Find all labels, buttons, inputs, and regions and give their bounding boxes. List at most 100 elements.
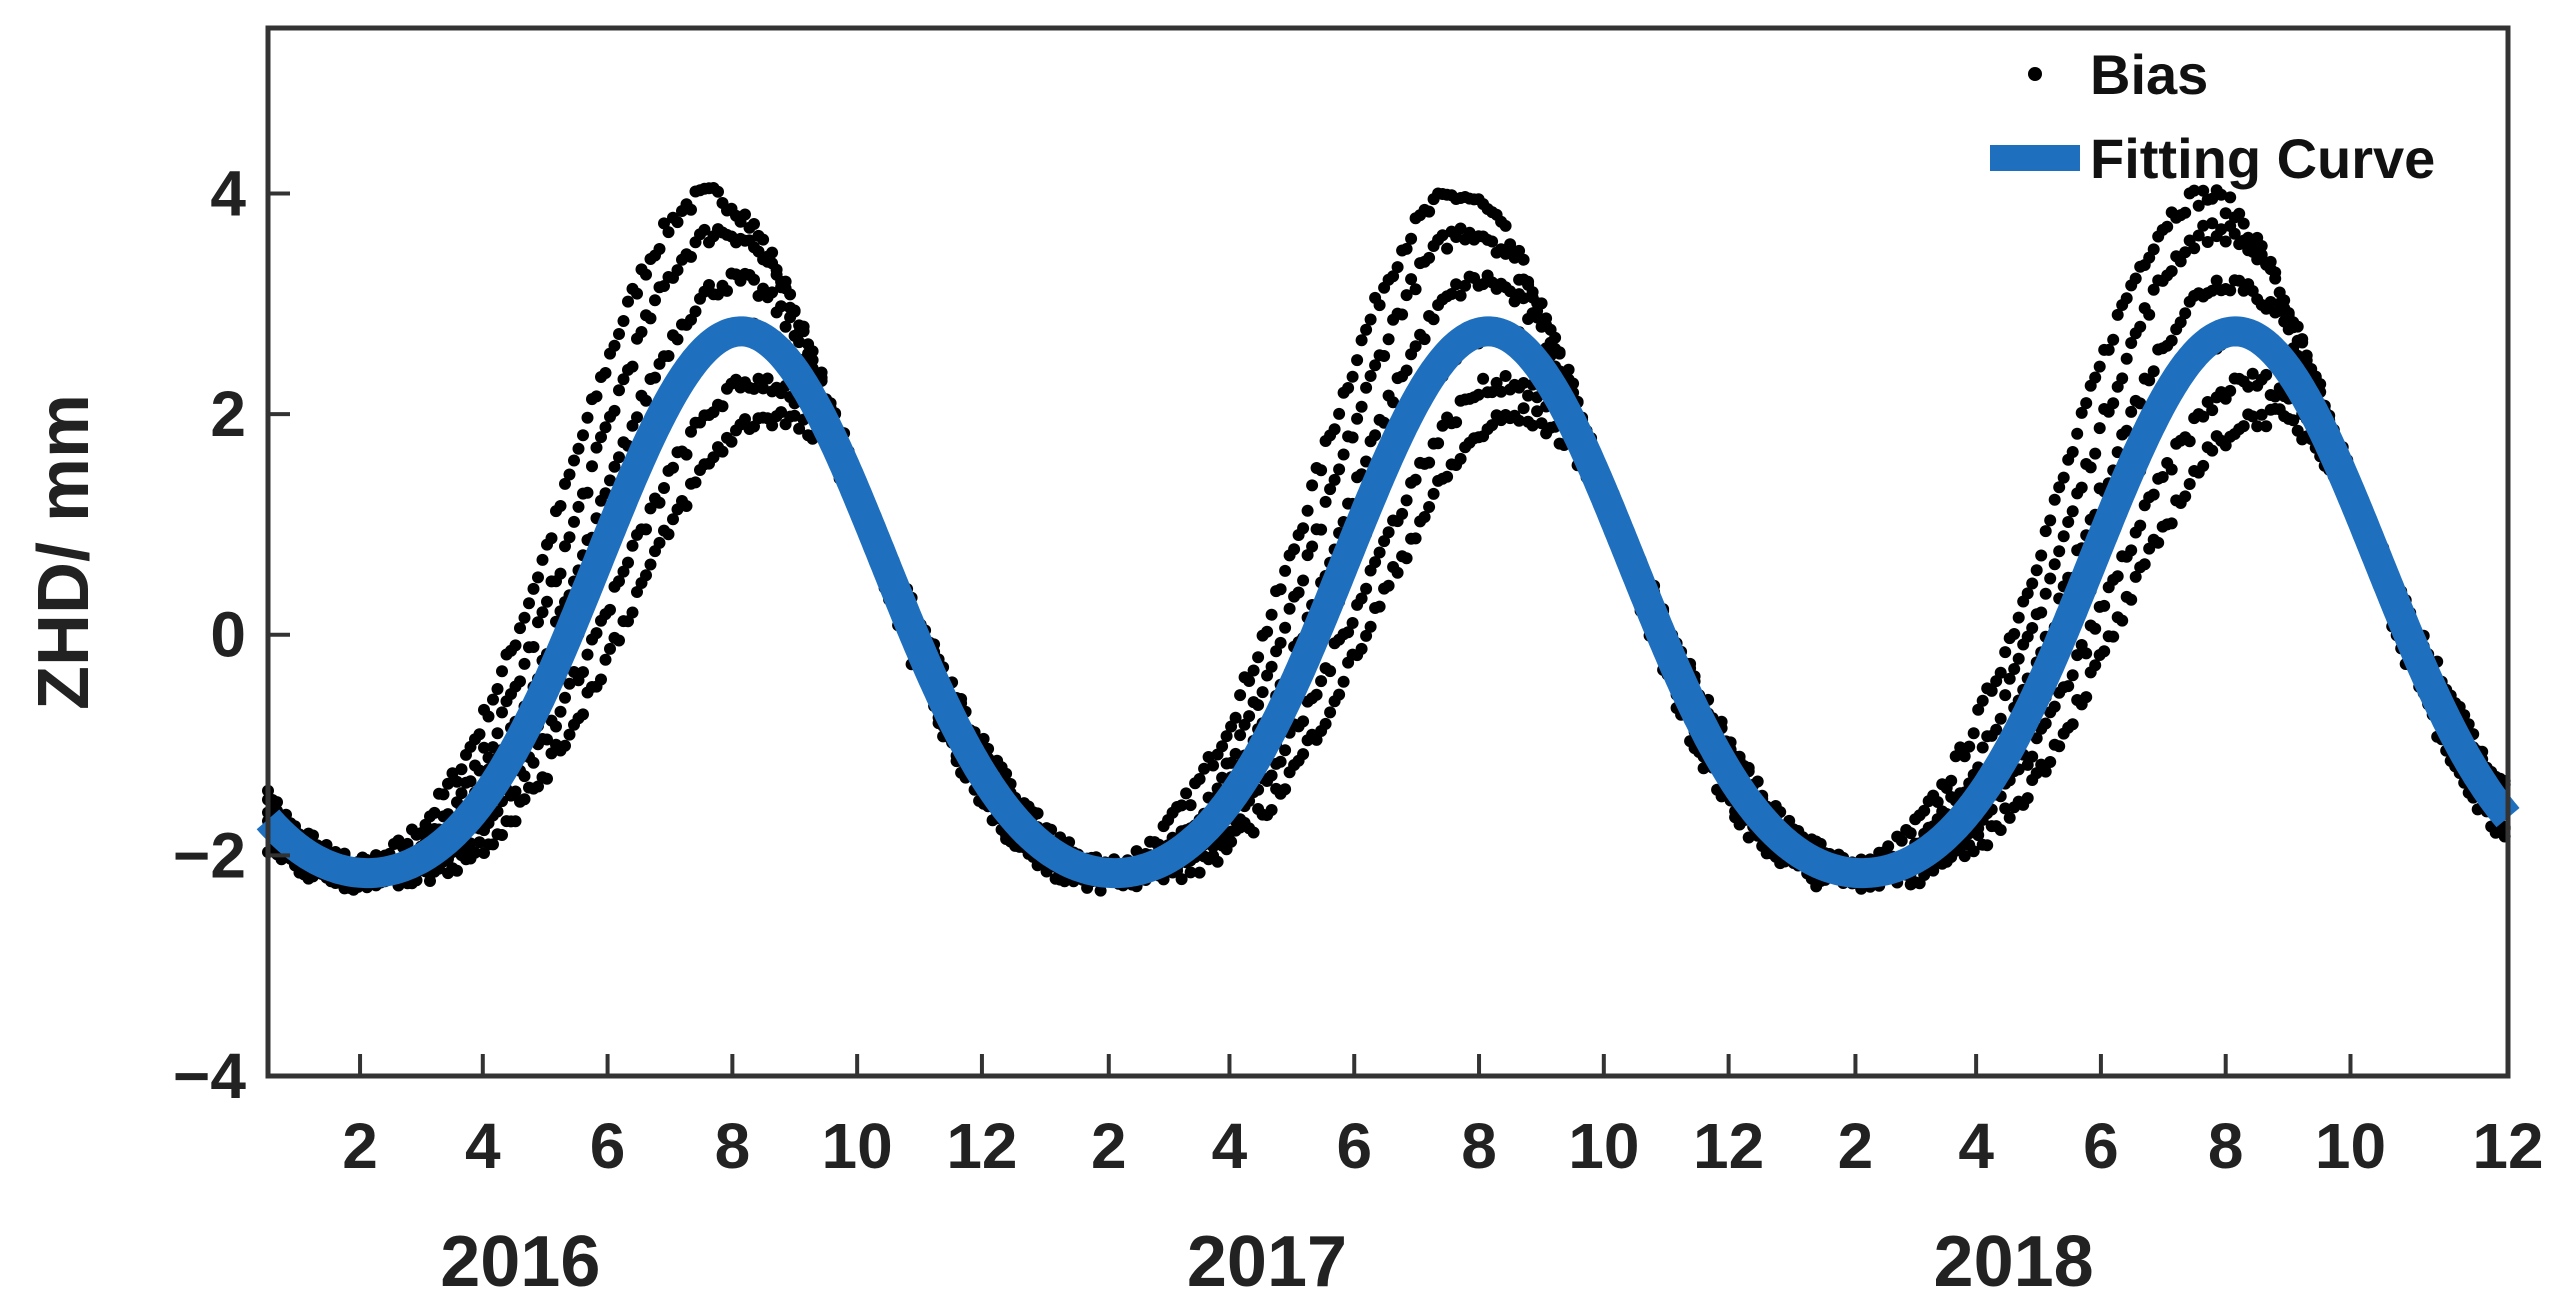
bias-point (1985, 684, 1998, 697)
bias-point (725, 435, 738, 448)
bias-point (536, 606, 549, 619)
x-tick-label: 4 (1212, 1110, 1248, 1182)
bias-point (2026, 577, 2039, 590)
bias-point (577, 429, 589, 442)
bias-point (1535, 320, 1548, 333)
bias-point (1328, 473, 1341, 486)
bias-point (1495, 385, 1508, 398)
bias-point (2075, 406, 2088, 419)
bias-point (2134, 320, 2147, 333)
bias-point (1234, 689, 1247, 702)
bias-point (617, 315, 630, 327)
bias-point (1553, 346, 1566, 359)
bias-point (2062, 516, 2075, 528)
bias-point (644, 558, 657, 571)
bias-point (671, 333, 684, 346)
bias-point (2210, 274, 2223, 287)
bias-point (2044, 756, 2057, 768)
bias-point (2089, 622, 2102, 635)
bias-point (640, 523, 652, 536)
bias-point (1999, 689, 2012, 702)
bias-point (1279, 783, 1292, 796)
bias-point (2066, 718, 2079, 731)
bias-point (1976, 694, 1989, 707)
bias-point (455, 763, 468, 776)
bias-point (613, 328, 625, 340)
bias-point (1454, 222, 1467, 235)
bias-point (523, 597, 535, 610)
bias-point (761, 372, 774, 385)
bias-point (1517, 377, 1530, 389)
bias-point (2174, 316, 2187, 329)
bias-point (1346, 617, 1359, 629)
bias-point (1279, 564, 1292, 577)
bias-point (1265, 769, 1278, 782)
bias-point (2053, 481, 2066, 494)
year-label: 2018 (1934, 1222, 2094, 1302)
bias-point (2147, 283, 2160, 296)
bias-point (797, 325, 810, 338)
bias-point (2192, 199, 2205, 212)
bias-point (572, 500, 585, 513)
bias-point (631, 586, 643, 598)
bias-point (401, 837, 414, 850)
bias-point (572, 442, 585, 455)
bias-point (2147, 488, 2160, 501)
bias-point (1990, 723, 2003, 736)
bias-point (649, 294, 661, 307)
bias-point (685, 425, 697, 438)
bias-point (689, 476, 702, 489)
bias-point (2039, 717, 2052, 730)
bias-point (608, 404, 621, 417)
bias-point (2129, 570, 2142, 583)
bias-point (1517, 292, 1530, 305)
x-tick-label: 10 (2315, 1110, 2386, 1182)
bias-point (2201, 236, 2214, 248)
bias-point (2206, 444, 2219, 457)
bias-point (617, 565, 630, 578)
bias-point (1535, 417, 1548, 430)
bias-point (2224, 384, 2237, 397)
bias-point (2125, 593, 2138, 606)
bias-point (559, 739, 571, 752)
bias-point (1382, 333, 1395, 346)
bias-point (1373, 600, 1386, 613)
bias-point (2080, 397, 2093, 410)
bias-point (451, 775, 463, 788)
bias-point (658, 482, 670, 494)
bias-point (1247, 826, 1260, 839)
bias-point (1184, 866, 1197, 879)
bias-point (626, 360, 639, 373)
bias-point (793, 336, 806, 349)
year-label: 2017 (1187, 1222, 1347, 1302)
bias-point (464, 775, 477, 788)
bias-point (2057, 530, 2070, 543)
bias-point (541, 772, 553, 785)
bias-point (509, 639, 522, 652)
bias-point (2143, 308, 2156, 321)
bias-point (1355, 592, 1368, 605)
bias-point (716, 400, 729, 413)
bias-point (2255, 248, 2268, 261)
bias-point (2030, 732, 2043, 745)
bias-point (1432, 437, 1445, 450)
bias-point (1310, 733, 1323, 746)
bias-point (2026, 622, 2039, 634)
bias-point (1423, 501, 1436, 513)
bias-point (2071, 427, 2084, 440)
bias-point (1333, 688, 1346, 701)
bias-point (680, 448, 693, 461)
bias-point (1355, 400, 1368, 413)
bias-point (2093, 422, 2106, 435)
bias-point (1297, 748, 1310, 761)
bias-point (2120, 424, 2133, 437)
bias-point (1297, 715, 1310, 728)
bias-point (1247, 664, 1260, 677)
bias-point (568, 454, 580, 467)
bias-point (1904, 827, 1917, 840)
bias-point (1031, 807, 1044, 820)
bias-point (581, 648, 594, 661)
bias-point (1409, 532, 1422, 545)
bias-point (613, 451, 625, 464)
